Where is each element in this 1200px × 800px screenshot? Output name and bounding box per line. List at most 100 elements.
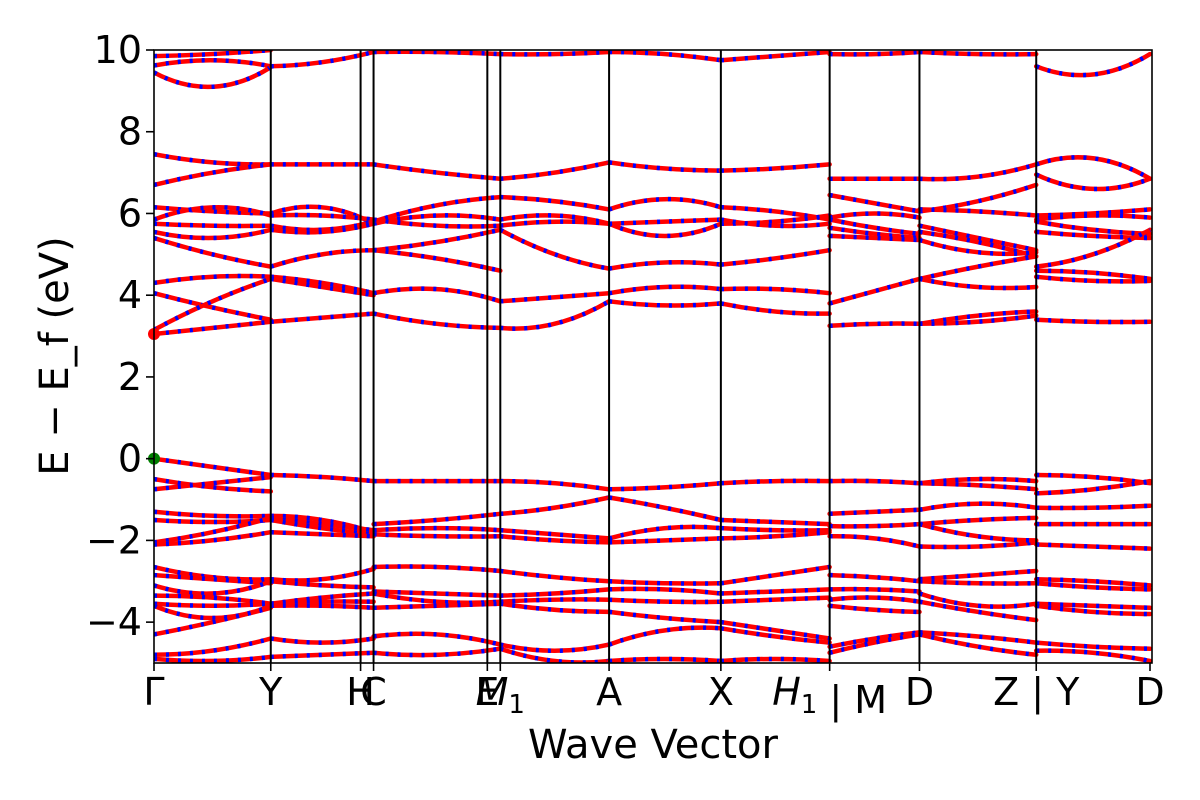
band-seg0-b11-down xyxy=(154,291,272,322)
band-seg7-b19-down xyxy=(918,591,1037,609)
band-seg8-b0-down xyxy=(1035,52,1152,78)
band-seg0-b3-up xyxy=(154,151,274,167)
band-seg5-b8-up xyxy=(718,478,832,486)
band-seg0-b24-down xyxy=(154,593,272,606)
x-tick-label-11: D xyxy=(1135,670,1164,714)
band-seg0-b9-down xyxy=(154,235,272,269)
band-seg7-b21-down xyxy=(919,630,1037,645)
band-seg6-b9-up xyxy=(827,478,922,486)
band-seg6-b14-up xyxy=(827,586,922,594)
band-seg2-b13-up xyxy=(371,564,503,574)
band-seg2-b1-down xyxy=(373,162,501,181)
y-tick-label-1: −2 xyxy=(86,518,142,562)
band-seg6-b3-up xyxy=(827,211,922,220)
band-seg0-b16-down xyxy=(154,474,272,492)
band-seg0-b29-up xyxy=(154,654,274,663)
band-seg4-b3-down xyxy=(608,221,722,239)
band-seg3-b5-down xyxy=(499,227,610,271)
band-seg7-b17-up xyxy=(917,568,1039,582)
band-seg7-b13-down xyxy=(919,501,1037,513)
band-seg4-b12-up xyxy=(606,579,724,586)
band-seg1-b20-up xyxy=(268,636,376,645)
band-seg2-b5-down xyxy=(373,227,501,253)
x-tick-label-8: H1 | M xyxy=(772,670,887,723)
band-seg7-b18-down xyxy=(919,579,1037,586)
band-seg3-b15-down xyxy=(499,601,610,615)
band-seg4-b8-up xyxy=(606,480,724,492)
band-seg6-b18-up xyxy=(827,632,922,656)
band-seg3-b15-up xyxy=(498,601,612,615)
x-tick-label-2: H xyxy=(346,670,375,714)
band-seg6-b0-up xyxy=(827,50,922,57)
band-seg4-b11-up xyxy=(606,536,724,545)
band-seg0-b12-down xyxy=(154,276,272,332)
band-seg0-b3-down xyxy=(154,151,271,167)
band-seg0-b4-down xyxy=(154,162,272,188)
band-seg1-b16-up xyxy=(268,579,376,590)
band-seg1-b18-up xyxy=(268,599,376,606)
band-seg3-b4-up xyxy=(498,219,612,228)
band-seg1-b7-up xyxy=(268,274,376,296)
band-seg3-b7-up xyxy=(498,299,612,331)
x-tick-label-9: D xyxy=(905,670,934,714)
band-seg2-b14-down xyxy=(373,589,501,598)
band-seg3-b9-down xyxy=(500,495,610,517)
band-seg7-b4-down xyxy=(919,223,1037,253)
x-tick-label-1: Y xyxy=(258,670,283,714)
band-seg1-b0-up xyxy=(268,50,376,69)
band-seg0-b4-up xyxy=(154,162,274,188)
band-seg0-b19-down xyxy=(154,515,272,545)
band-seg1-b15-up xyxy=(268,566,376,583)
x-tick-label-7: X xyxy=(708,670,734,714)
band-seg7-b0-up xyxy=(917,50,1039,57)
band-seg6-b4-up xyxy=(827,217,922,237)
band-seg2-b10-down xyxy=(373,511,501,527)
band-seg1-b9-up xyxy=(268,311,376,325)
band-seg7-b3-up xyxy=(917,207,1039,218)
band-seg5-b10-up xyxy=(718,525,832,533)
band-seg5-b6-up xyxy=(718,286,832,296)
band-seg7-b2-up xyxy=(917,182,1039,214)
band-seg0-b1-up xyxy=(154,57,274,69)
band-seg8-b21-down xyxy=(1036,648,1151,663)
band-seg2-b11-up xyxy=(371,525,503,533)
band-seg3-b17-down xyxy=(499,646,610,663)
x-tick-label-4: E xyxy=(475,670,499,714)
band-seg8-b13-down xyxy=(1036,503,1151,511)
band-seg5-b12-down xyxy=(720,564,830,586)
band-seg3-b16-up xyxy=(498,642,612,653)
band-seg0-b25-down xyxy=(154,601,271,608)
y-tick-label-3: 2 xyxy=(118,355,142,399)
band-seg0-b6-down xyxy=(154,205,272,222)
band-seg7-b10-down xyxy=(919,313,1037,327)
band-seg0-b10-down xyxy=(154,273,271,286)
band-seg0-b26-down xyxy=(154,603,272,621)
band-seg5-b11-up xyxy=(718,529,832,541)
band-seg5-b15-down xyxy=(720,619,830,641)
band-seg0-b5-down xyxy=(154,205,271,216)
band-seg8-b5-down xyxy=(1035,219,1151,237)
band-seg2-b17-down xyxy=(373,631,501,647)
band-seg0-b18-down xyxy=(154,517,271,525)
band-seg5-b14-up xyxy=(718,595,832,604)
band-seg4-b4-up xyxy=(606,217,724,226)
band-seg2-b15-down xyxy=(373,591,501,605)
band-seg7-b16-down xyxy=(918,521,1037,543)
band-seg6-b16-up xyxy=(827,603,922,615)
x-axis-label: Wave Vector xyxy=(528,722,779,768)
band-seg8-b9-down xyxy=(1035,274,1151,284)
band-seg8-b18-down xyxy=(1036,601,1151,611)
band-seg6-b2-up xyxy=(827,192,922,214)
band-seg2-b12-down xyxy=(373,532,501,539)
band-seg2-b16-up xyxy=(371,601,503,611)
band-seg0-b29-down xyxy=(154,654,272,663)
x-tick-label-6: A xyxy=(596,670,622,714)
band-seg7-b11-up xyxy=(917,480,1039,492)
band-seg8-b17-down xyxy=(1035,581,1151,592)
band-seg4-b17-up xyxy=(606,656,724,663)
band-seg5-b4-down xyxy=(720,217,830,229)
band-seg6-b10-up xyxy=(827,507,922,517)
y-tick-label-0: −4 xyxy=(86,600,142,644)
band-seg5-b14-down xyxy=(720,595,830,604)
band-seg5-b1-down xyxy=(720,162,830,173)
